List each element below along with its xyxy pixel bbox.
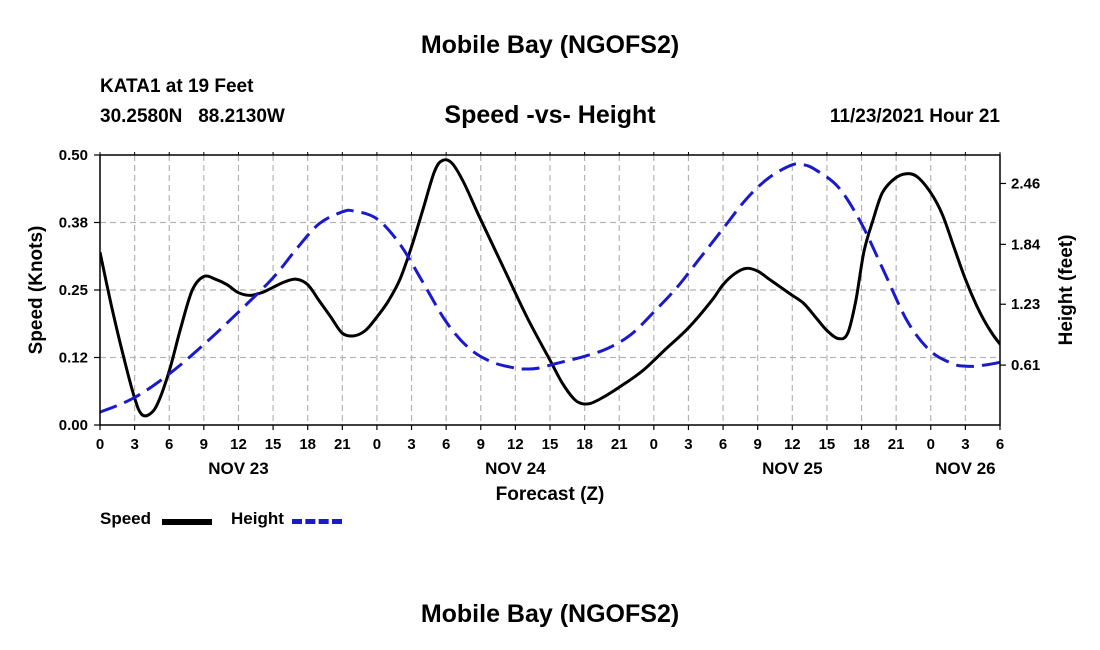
page-title: Mobile Bay (NGOFS2) [420,31,680,59]
date-label: NOV 23 [208,459,268,478]
x-tick-label: 9 [477,436,485,453]
x-tick-label: 9 [754,436,762,453]
speed-series-line [100,158,1000,418]
y2-tick-label: 2.46 [1011,175,1040,192]
x-tick-label: 0 [650,436,658,453]
x-tick-label: 3 [684,436,692,453]
x-tick-label: 9 [200,436,208,453]
date-label: NOV 26 [935,459,995,478]
y2-tick-label: 1.23 [1011,296,1040,313]
station-coordinates: 30.2580N 88.2130W [100,106,285,127]
y2-tick-label: 0.61 [1011,357,1040,374]
x-tick-label: 6 [996,436,1004,453]
x-tick-label: 3 [407,436,415,453]
y-tick-label: 0.25 [59,282,88,299]
y2-axis-title: Height (feet) [1056,235,1077,346]
x-tick-label: 21 [888,436,905,453]
station-label: KATA1 at 19 Feet [100,76,254,97]
date-label: NOV 24 [485,459,546,478]
x-tick-label: 21 [334,436,351,453]
y-axis-title: Speed (Knots) [26,226,47,355]
y-tick-label: 0.38 [59,215,88,232]
axis-layer: 0 3 6 9 12 15 18 21 0 3 6 9 12 15 18 21 0 3 6 9 12 15 18 21 0 3 6N… [59,147,1041,478]
x-axis-title: Forecast (Z) [496,484,605,505]
y-tick-label: 0.12 [59,350,88,367]
x-tick-label: 12 [230,436,247,453]
x-tick-label: 15 [265,436,282,453]
y-tick-label: 0.00 [59,417,88,434]
x-tick-label: 12 [784,436,801,453]
x-tick-label: 3 [961,436,969,453]
y2-tick-label: 1.84 [1011,236,1041,253]
y-tick-label: 0.50 [59,147,88,164]
x-tick-label: 15 [542,436,559,453]
height-series-line [100,162,1000,414]
x-tick-label: 15 [819,436,836,453]
x-tick-label: 18 [576,436,593,453]
chart-subtitle: Speed -vs- Height [444,101,656,129]
x-tick-label: 18 [853,436,870,453]
date-label: NOV 25 [762,459,822,478]
x-tick-label: 6 [165,436,173,453]
speed-height-chart: 0 3 6 9 12 15 18 21 0 3 6 9 12 15 18 21 0 3 6 9 12 15 18 21 0 3 6N… [26,147,1077,505]
x-tick-label: 12 [507,436,524,453]
legend-height-line [292,519,342,524]
forecast-datetime: 11/23/2021 Hour 21 [829,106,1000,127]
x-tick-label: 0 [927,436,935,453]
series-layer [100,158,1000,418]
x-tick-label: 6 [442,436,450,453]
x-tick-label: 3 [130,436,138,453]
x-tick-label: 18 [299,436,316,453]
legend-height-label: Height [231,509,284,528]
footer-title: Mobile Bay (NGOFS2) [420,600,680,628]
x-tick-label: 6 [719,436,727,453]
grid-layer [100,155,1000,425]
legend-speed-line [162,519,212,525]
legend-speed-label: Speed [100,509,152,528]
x-tick-label: 0 [96,436,104,453]
x-tick-label: 21 [611,436,628,453]
x-tick-label: 0 [373,436,381,453]
